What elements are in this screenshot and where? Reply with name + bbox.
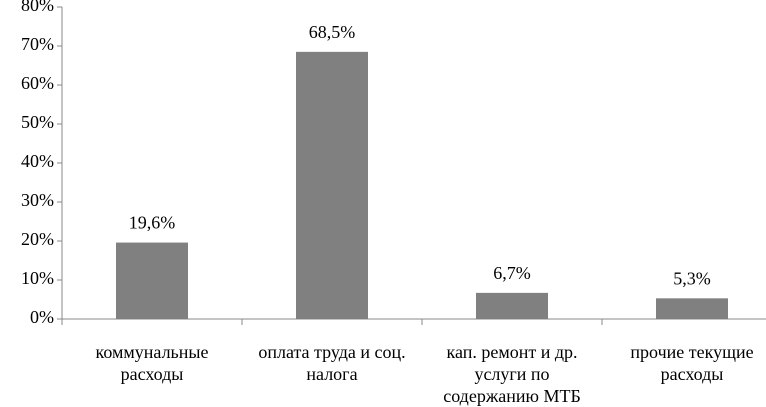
bar — [116, 242, 188, 319]
x-tick-label: оплата труда и соц. налога — [258, 342, 406, 384]
bar — [296, 51, 368, 319]
y-tick-label: 70% — [21, 34, 54, 54]
x-tick-label: кап. ремонт и др. услуги по содержанию М… — [443, 342, 581, 406]
y-tick-label: 40% — [21, 151, 54, 171]
value-label: 19,6% — [129, 213, 176, 233]
x-tick-label: прочие текущие расходы — [630, 342, 754, 384]
y-tick-label: 60% — [21, 73, 54, 93]
y-tick-label: 10% — [21, 268, 54, 288]
y-tick-label: 30% — [21, 190, 54, 210]
y-tick-label: 80% — [21, 0, 54, 15]
y-tick-label: 50% — [21, 112, 54, 132]
y-tick-label: 0% — [30, 307, 54, 327]
value-label: 6,7% — [493, 263, 531, 283]
value-label: 68,5% — [309, 22, 356, 42]
x-tick-label: коммунальные расходы — [95, 342, 209, 384]
y-tick-label: 20% — [21, 229, 54, 249]
bar — [656, 298, 728, 319]
value-label: 5,3% — [673, 268, 711, 288]
bar — [476, 292, 548, 319]
